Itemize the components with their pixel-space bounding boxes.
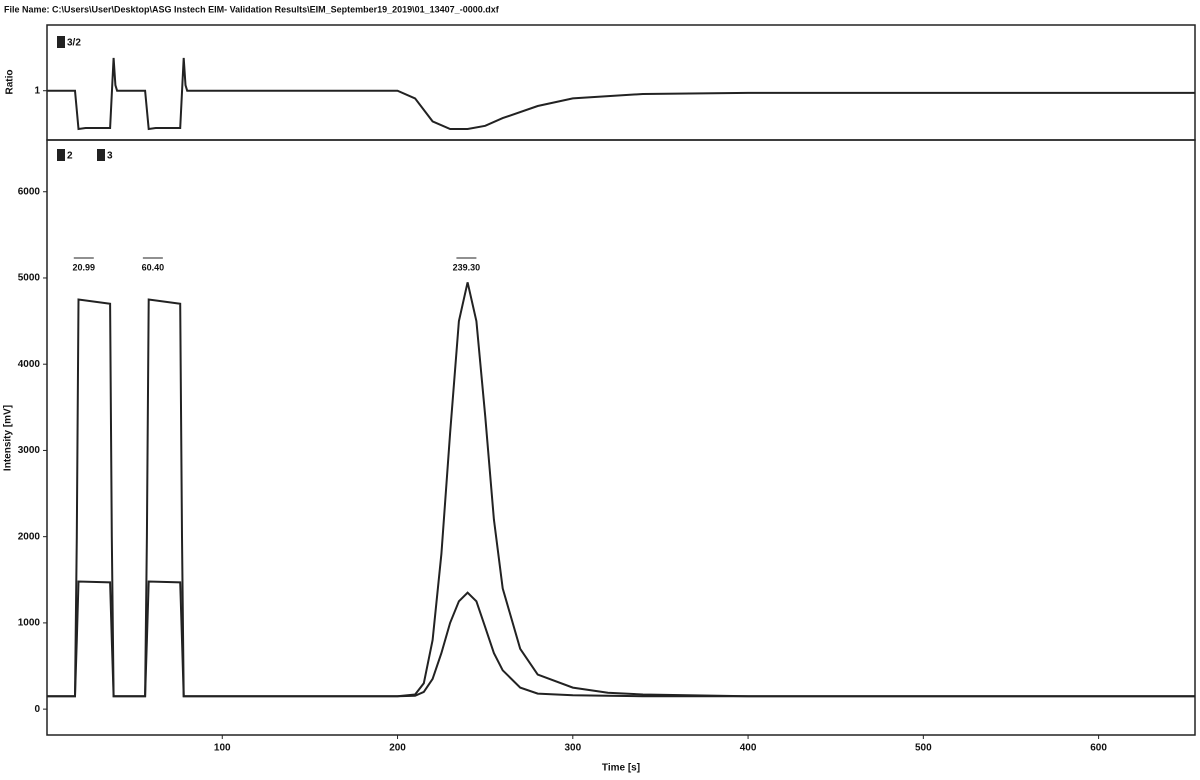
x-tick-label: 400 [740,743,757,754]
file-name: File Name: C:\Users\User\Desktop\ASG Ins… [4,4,500,14]
x-tick-label: 200 [389,743,406,754]
y-tick-label: 4000 [18,359,41,370]
peak-label: 20.99 [73,262,96,272]
y-tick-label: 5000 [18,273,41,284]
legend-label: 2 [67,151,73,162]
x-axis-label: Time [s] [602,763,640,774]
series-line [47,580,1195,698]
legend-swatch [97,149,105,161]
legend-swatch [57,149,65,161]
y-tick-label: 1000 [18,618,41,629]
legend-label: 3/2 [67,38,81,49]
y-tick-label: 2000 [18,531,41,542]
y-tick-label: 1 [34,85,40,96]
x-tick-label: 100 [214,743,231,754]
intensity-panel [46,139,1196,736]
peak-label: 239.30 [453,262,481,272]
legend-swatch [57,36,65,48]
y-tick-label: 3000 [18,445,41,456]
legend-label: 3 [107,151,113,162]
series-line [47,282,1195,698]
y-tick-label: 0 [34,704,40,715]
x-tick-label: 300 [564,743,581,754]
x-tick-label: 600 [1090,743,1107,754]
peak-label: 60.40 [142,262,165,272]
ratio-axis-label: Ratio [5,70,16,95]
y-axis-label: Intensity [mV] [3,405,14,471]
x-tick-label: 500 [915,743,932,754]
ratio-panel [46,24,1196,141]
y-tick-label: 6000 [18,186,41,197]
series-line [47,57,1195,131]
